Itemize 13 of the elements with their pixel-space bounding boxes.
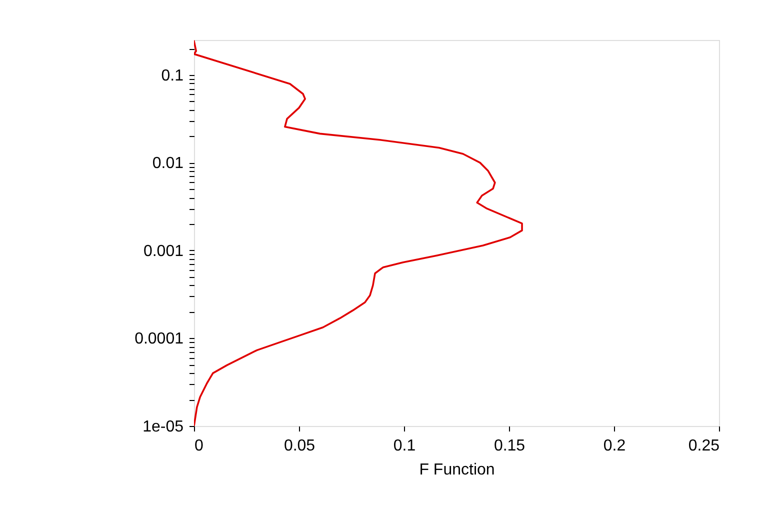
x-tick-label: 0.15: [494, 438, 526, 454]
x-axis-title: F Function: [419, 462, 495, 478]
y-tick-label: 0.0001: [134, 330, 184, 348]
y-tick-label: 0.1: [161, 67, 184, 84]
x-tick-label: 0.1: [393, 438, 416, 454]
y-tick-label: 0.001: [143, 242, 184, 260]
x-tick-label: 0.25: [688, 438, 720, 454]
y-tick-label: 1e-05: [142, 418, 184, 436]
y-tick-label: 0.01: [152, 155, 184, 172]
x-tick-label: 0: [194, 438, 204, 454]
x-tick-label: 0.05: [284, 438, 316, 454]
x-tick-label: 0.2: [603, 438, 626, 454]
line-series: [194, 40, 523, 426]
